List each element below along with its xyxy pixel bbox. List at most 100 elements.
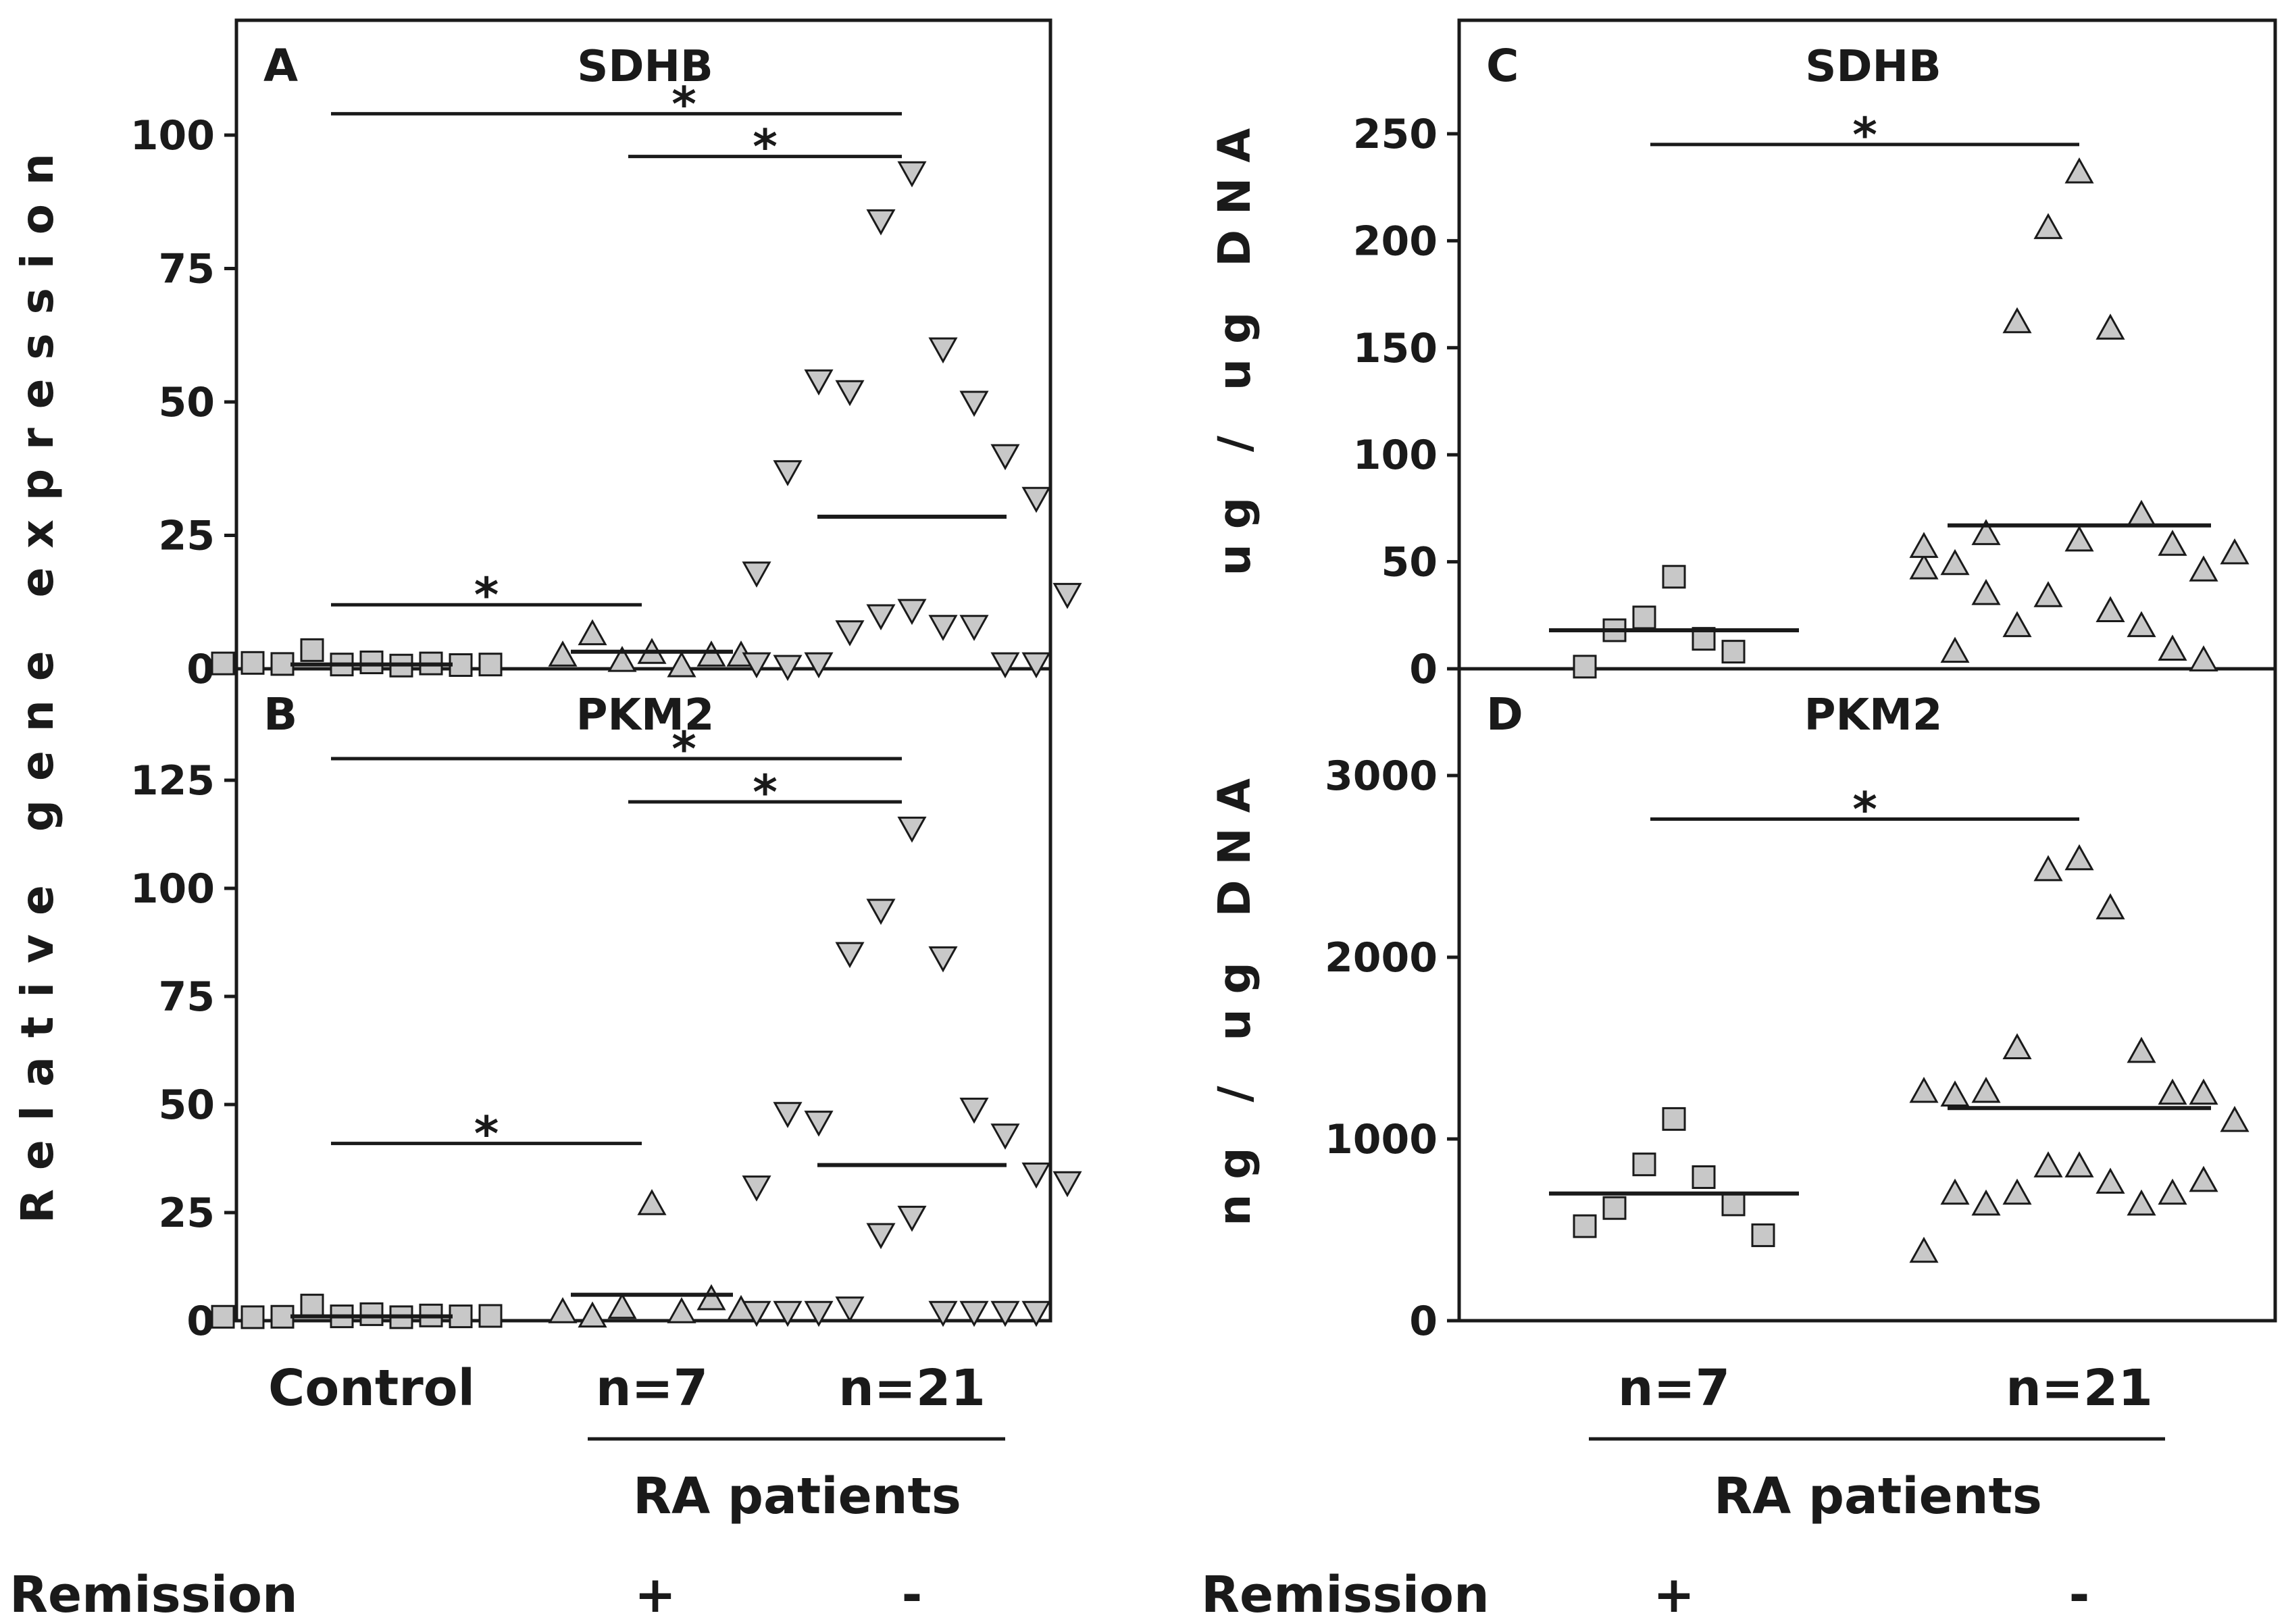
panel-c-point	[1909, 553, 1939, 580]
panel-c-ytick-label: 200	[1353, 218, 1438, 265]
panel-b-point	[1021, 1162, 1051, 1189]
panel-b-significance-star: *	[753, 765, 778, 820]
panel-c-point	[2220, 538, 2250, 565]
panel-d-point	[1971, 1189, 2001, 1216]
panel-b-point	[607, 1292, 637, 1319]
panel-a-significance-star: *	[671, 76, 696, 132]
panel-b-ytick-label: 125	[130, 757, 215, 805]
panel-d-point	[2158, 1178, 2187, 1205]
panel-d-point	[1751, 1223, 1775, 1248]
panel-a-significance-star: *	[474, 567, 499, 623]
panel-c-ylabel: ug / ug DNA	[1209, 113, 1261, 576]
panel-b-point	[578, 1301, 607, 1328]
panel-b-point	[928, 1300, 958, 1327]
panel-c-point	[1971, 579, 2001, 605]
panel-b-category-label: Control	[268, 1359, 475, 1417]
panel-b-point	[804, 1111, 834, 1137]
panel-d-point	[1971, 1076, 2001, 1103]
panel-a-point	[578, 619, 607, 646]
panel-d-point	[1940, 1178, 1970, 1205]
panel-b-point	[990, 1123, 1020, 1150]
panel-b-point	[866, 898, 896, 925]
panel-a-point	[835, 620, 865, 646]
panel-c-point	[2189, 555, 2218, 582]
panel-d-point	[2033, 1151, 2063, 1177]
panel-b-point	[835, 942, 865, 969]
panel-a-point	[959, 615, 989, 641]
panel-a-point	[959, 390, 989, 417]
panel-b-point	[300, 1294, 324, 1318]
panel-d-point	[2189, 1078, 2218, 1105]
panel-d-ylabel: ng / ug DNA	[1209, 763, 1261, 1226]
panel-c-ytick-label: 0	[1409, 646, 1438, 693]
panel-b-point	[696, 1284, 726, 1311]
panel-a-point	[897, 161, 927, 188]
panel-d-point	[1909, 1076, 1939, 1103]
panel-c-ytick-label: 150	[1353, 325, 1438, 372]
panel-d-point	[2033, 855, 2063, 882]
panel-frames	[234, 18, 2277, 1323]
panel-b-ytick-label: 25	[159, 1190, 215, 1237]
plot-layer: A SDHB 0 25 50 75 100 * * * B PKM2 0 25 50 75 100 125 * * * C…	[130, 40, 2250, 1417]
panel-a-ytick-label: 25	[159, 513, 215, 560]
panel-b-point	[742, 1300, 771, 1327]
panel-d-significance-star: *	[1852, 782, 1877, 838]
panel-a-point	[742, 561, 771, 588]
panel-a-point	[897, 599, 927, 626]
panel-b-point	[270, 1304, 295, 1329]
panel-d-point	[1602, 1196, 1627, 1220]
panel-c-point	[1632, 605, 1656, 630]
panel-c-letter: C	[1486, 40, 1519, 92]
panel-c-ytick-label: 50	[1381, 539, 1438, 586]
panel-a-point	[300, 638, 324, 662]
panel-b-ytick-label: 0	[186, 1298, 215, 1345]
panel-d-point	[1721, 1192, 1746, 1217]
panel-c-point	[1940, 636, 1970, 663]
remission-minus-right: -	[2069, 1566, 2090, 1624]
panel-a-point	[804, 652, 834, 679]
panel-d-point	[2127, 1189, 2156, 1216]
panel-d-ytick-label: 1000	[1325, 1116, 1438, 1163]
panel-d-point	[2127, 1036, 2156, 1063]
panel-d-point	[2064, 1151, 2094, 1177]
panel-c-ytick-label: 250	[1353, 111, 1438, 158]
panel-b-point	[637, 1189, 667, 1215]
panel-d-letter: D	[1486, 688, 1523, 740]
panel-a-point	[696, 640, 726, 667]
panel-b-point	[211, 1304, 235, 1329]
ra-patients-label-right: RA patients	[1714, 1467, 2042, 1525]
panel-d-point	[2002, 1033, 2032, 1059]
panel-d-category-label: n=21	[2006, 1359, 2153, 1417]
panel-d-point	[1692, 1165, 1716, 1189]
panel-a-letter: A	[263, 40, 298, 92]
y-axis-label-left: Relative gene expression	[11, 134, 63, 1223]
panel-c-significance-star: *	[1852, 107, 1877, 163]
panel-b-ytick-label: 75	[159, 973, 215, 1021]
panel-a-ytick-label: 75	[159, 246, 215, 293]
panel-d-point	[1573, 1214, 1597, 1238]
panel-a-point	[990, 652, 1020, 679]
panel-c-point	[2158, 530, 2187, 556]
panel-b-point	[959, 1300, 989, 1327]
panel-d-point	[1940, 1080, 1970, 1107]
panel-c-title: SDHB	[1805, 42, 1941, 92]
panel-a-point	[667, 651, 696, 678]
panel-a-point	[478, 653, 503, 677]
panel-a-point	[742, 652, 771, 679]
panel-b-point	[990, 1300, 1020, 1327]
panel-c-point	[2033, 581, 2063, 607]
panel-c-point	[2158, 634, 2187, 661]
panel-d-point	[1632, 1152, 1656, 1177]
panel-a-point	[1052, 582, 1082, 609]
panel-a-ytick-label: 50	[159, 379, 215, 426]
panel-b-point	[548, 1297, 578, 1323]
remission-label-right: Remission	[1201, 1566, 1490, 1624]
panel-d-point	[2189, 1165, 2218, 1192]
panel-d-point	[2220, 1106, 2250, 1132]
panel-c-point	[1940, 549, 1970, 576]
panel-b-point	[897, 1205, 927, 1232]
panel-a-point	[835, 380, 865, 407]
panel-a-point	[804, 369, 834, 396]
panel-b-point	[866, 1223, 896, 1250]
